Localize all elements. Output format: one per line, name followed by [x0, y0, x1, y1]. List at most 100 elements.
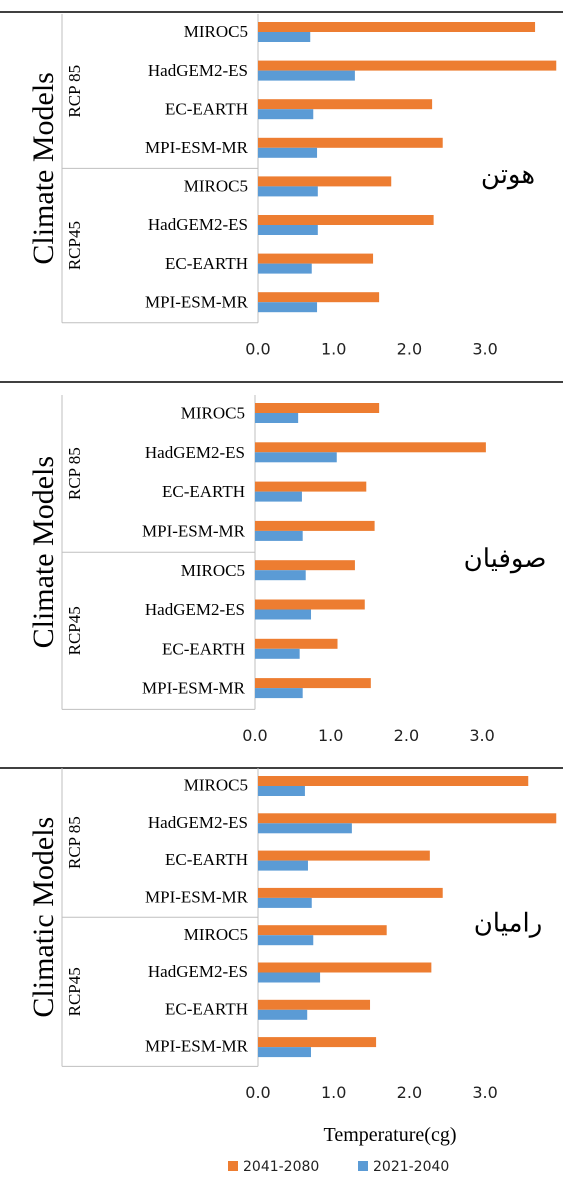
- bar: [258, 972, 321, 983]
- category-label: HadGEM2-ES: [148, 813, 248, 832]
- bar: [258, 137, 443, 148]
- x-tick-label: 2.0: [397, 1083, 422, 1102]
- bar: [258, 962, 432, 973]
- legend-swatch: [228, 1161, 238, 1171]
- bar: [255, 413, 299, 423]
- bar: [258, 823, 352, 834]
- bar: [258, 925, 387, 936]
- category-label: MIROC5: [184, 925, 248, 944]
- category-label: HadGEM2-ES: [148, 962, 248, 981]
- bar: [255, 570, 306, 581]
- category-label: EC-EARTH: [165, 99, 248, 118]
- bar: [255, 491, 302, 502]
- y-axis-title: Climatic Models: [27, 817, 60, 1018]
- bar: [255, 520, 375, 531]
- bar: [258, 215, 434, 225]
- x-tick-label: 0.0: [242, 726, 267, 745]
- x-tick-label: 1.0: [321, 339, 346, 358]
- bar: [255, 560, 355, 571]
- bar: [258, 225, 318, 235]
- bar: [258, 147, 318, 158]
- category-label: MIROC5: [181, 561, 245, 580]
- group-label: RCP45: [65, 967, 84, 1016]
- x-tick-label: 1.0: [321, 1083, 346, 1102]
- category-label: EC-EARTH: [165, 850, 248, 869]
- bar: [255, 403, 380, 413]
- bar: [255, 442, 486, 453]
- bar: [258, 813, 557, 824]
- bar: [258, 1037, 377, 1048]
- x-tick-label: 1.0: [318, 726, 343, 745]
- x-tick-label: 3.0: [472, 1083, 497, 1102]
- x-tick-label: 3.0: [472, 339, 497, 358]
- bar: [255, 481, 367, 492]
- group-label: RCP 85: [65, 447, 84, 500]
- group-label: RCP45: [65, 221, 84, 270]
- bar: [258, 263, 312, 274]
- category-label: MPI-ESM-MR: [145, 292, 249, 311]
- category-label: MIROC5: [184, 177, 248, 196]
- bar: [258, 935, 314, 946]
- category-label: MIROC5: [184, 776, 248, 795]
- bar: [255, 452, 337, 463]
- x-axis-title: Temperature(cg): [324, 1124, 457, 1146]
- bar: [258, 70, 355, 81]
- x-tick-label: 0.0: [245, 339, 270, 358]
- bar: [255, 609, 312, 620]
- x-tick-label: 3.0: [469, 726, 494, 745]
- group-label: RCP 85: [65, 816, 84, 869]
- bar: [258, 1009, 308, 1020]
- x-tick-label: 2.0: [394, 726, 419, 745]
- bar: [258, 776, 529, 786]
- legend-swatch: [358, 1161, 368, 1171]
- bar: [258, 860, 308, 871]
- bar: [258, 22, 536, 32]
- bar: [258, 302, 318, 313]
- bar: [258, 999, 371, 1010]
- legend-label: 2021-2040: [373, 1159, 449, 1175]
- category-label: HadGEM2-ES: [145, 600, 245, 619]
- x-tick-label: 0.0: [245, 1083, 270, 1102]
- category-label: HadGEM2-ES: [148, 61, 248, 80]
- category-label: MPI-ESM-MR: [142, 679, 246, 698]
- bar: [258, 887, 443, 898]
- bar: [258, 850, 430, 861]
- annotation: رامیان: [474, 909, 543, 939]
- bar: [258, 897, 312, 908]
- bar: [255, 599, 365, 610]
- bar: [258, 292, 380, 303]
- category-label: MPI-ESM-MR: [145, 887, 249, 906]
- category-label: HadGEM2-ES: [145, 443, 245, 462]
- group-label: RCP45: [65, 606, 84, 655]
- category-label: EC-EARTH: [165, 999, 248, 1018]
- category-label: HadGEM2-ES: [148, 215, 248, 234]
- bar: [258, 786, 305, 796]
- bar: [258, 1047, 311, 1058]
- category-label: MIROC5: [181, 404, 245, 423]
- legend-label: 2041-2080: [243, 1159, 319, 1175]
- bar: [258, 109, 314, 120]
- category-label: MPI-ESM-MR: [145, 138, 249, 157]
- annotation: صوفیان: [464, 544, 547, 574]
- category-label: EC-EARTH: [162, 639, 245, 658]
- bar: [258, 99, 433, 110]
- bar: [255, 688, 303, 699]
- category-label: EC-EARTH: [165, 254, 248, 273]
- bar: [255, 648, 300, 659]
- category-label: MIROC5: [184, 22, 248, 41]
- category-label: MPI-ESM-MR: [142, 521, 246, 540]
- group-label: RCP 85: [65, 65, 84, 118]
- bar: [258, 176, 392, 187]
- category-label: EC-EARTH: [162, 482, 245, 501]
- category-label: MPI-ESM-MR: [145, 1037, 249, 1056]
- y-axis-title: Climate Models: [27, 456, 60, 648]
- x-tick-label: 2.0: [397, 339, 422, 358]
- bar: [258, 60, 557, 71]
- annotation: هوتن: [481, 160, 535, 190]
- bar: [255, 678, 371, 689]
- bar: [258, 32, 311, 42]
- bar: [258, 253, 374, 264]
- bar: [255, 530, 303, 541]
- bar: [258, 186, 318, 197]
